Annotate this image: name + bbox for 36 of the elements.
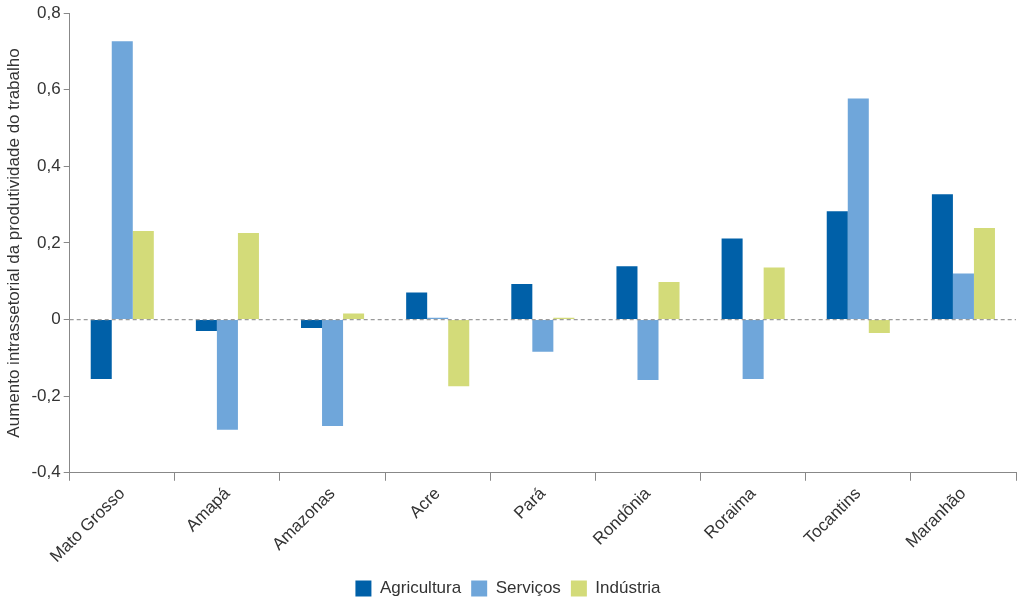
bar: [868, 320, 890, 333]
bar: [637, 320, 659, 381]
bar: [931, 194, 953, 320]
legend-label: Serviços: [495, 578, 561, 598]
bar: [952, 273, 974, 320]
bar: [847, 98, 869, 320]
y-tick-label: 0,2: [37, 232, 61, 252]
bar: [322, 320, 344, 427]
bar: [532, 320, 554, 352]
y-tick-label: 0,4: [37, 156, 61, 176]
bar: [658, 282, 680, 320]
legend-label: Agricultura: [379, 578, 462, 598]
y-tick-label: -0,4: [31, 462, 61, 482]
bar: [973, 228, 995, 320]
bar: [406, 292, 428, 320]
y-tick-label: -0,2: [31, 385, 61, 405]
bar: [343, 313, 365, 320]
bar: [721, 238, 743, 320]
bar: [616, 266, 638, 320]
bar: [111, 41, 133, 320]
bar: [90, 320, 112, 379]
bar: [195, 320, 217, 332]
legend-label: Indústria: [595, 578, 662, 598]
bar: [763, 267, 785, 320]
bar: [742, 320, 764, 379]
bar: [237, 233, 259, 320]
y-tick-label: 0: [51, 309, 61, 329]
bar: [132, 231, 154, 320]
y-tick-label: 0,8: [37, 2, 61, 22]
bar: [448, 320, 470, 387]
bar: [301, 320, 323, 328]
bar: [511, 283, 533, 320]
y-tick-label: 0,6: [37, 79, 61, 99]
bar: [826, 211, 848, 320]
y-axis-title: Aumento intrassetorial da produtividade do trabalho: [3, 48, 23, 438]
bar: [216, 320, 238, 430]
